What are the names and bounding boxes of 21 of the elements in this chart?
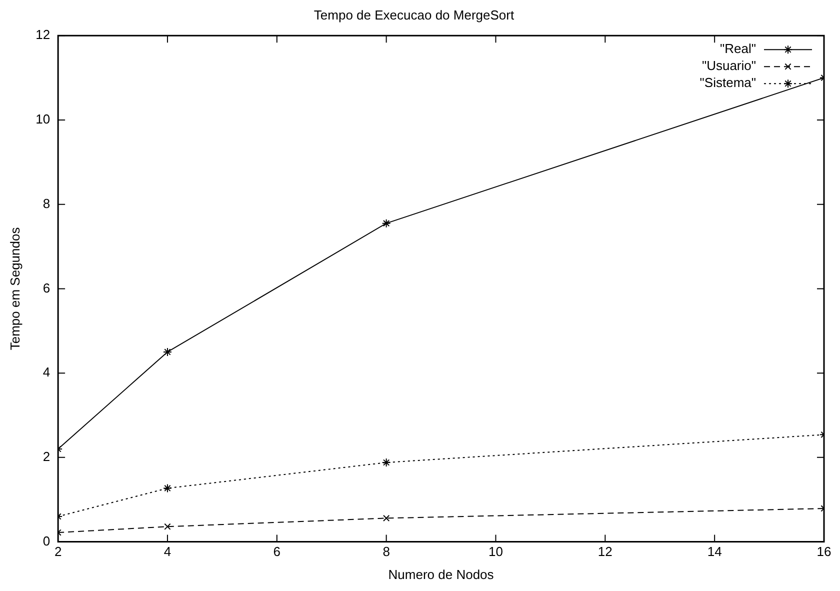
y-tick-label: 6 (42, 280, 50, 296)
x-tick-label: 6 (273, 544, 281, 560)
x-tick-label: 12 (598, 544, 612, 560)
x-tick-label: 8 (382, 544, 390, 560)
x-tick-label: 14 (707, 544, 722, 560)
x-tick-label: 10 (488, 544, 503, 560)
x-tick-label: 16 (816, 544, 832, 560)
x-tick-label: 2 (54, 544, 62, 560)
legend-label: "Sistema" (700, 75, 756, 90)
x-axis-title: Numero de Nodos (388, 566, 494, 582)
y-tick-label: 12 (36, 27, 50, 42)
x-tick-label: 4 (164, 544, 172, 560)
y-tick-label: 8 (42, 196, 50, 211)
y-tick-label: 0 (42, 533, 50, 548)
y-tick-label: 4 (42, 364, 50, 380)
chart-title: Tempo de Execucao do MergeSort (314, 7, 514, 22)
legend-label: "Real" (720, 41, 756, 56)
y-tick-label: 10 (36, 112, 50, 127)
legend-label: "Usuario" (702, 58, 756, 74)
y-tick-label: 2 (42, 449, 50, 464)
y-axis-title: Tempo em Segundos (7, 226, 22, 350)
